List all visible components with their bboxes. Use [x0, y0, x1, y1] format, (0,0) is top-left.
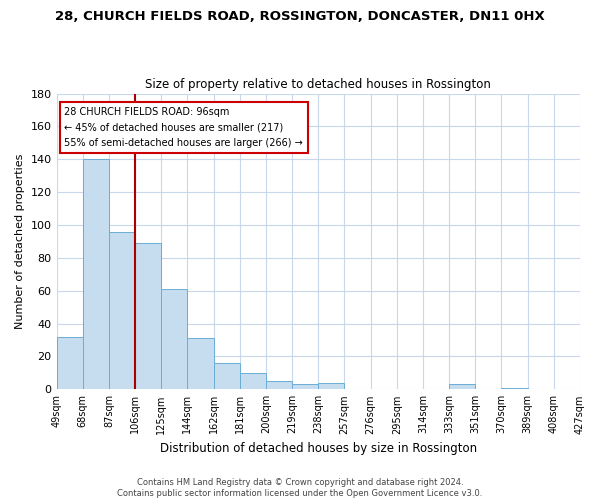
Text: 28 CHURCH FIELDS ROAD: 96sqm
← 45% of detached houses are smaller (217)
55% of s: 28 CHURCH FIELDS ROAD: 96sqm ← 45% of de… [64, 106, 303, 148]
X-axis label: Distribution of detached houses by size in Rossington: Distribution of detached houses by size … [160, 442, 477, 455]
Bar [56, 336, 83, 390]
Bar [292, 384, 318, 390]
Bar [449, 384, 475, 390]
Bar [187, 338, 214, 390]
Bar [109, 232, 135, 390]
Bar [240, 373, 266, 390]
Text: 28, CHURCH FIELDS ROAD, ROSSINGTON, DONCASTER, DN11 0HX: 28, CHURCH FIELDS ROAD, ROSSINGTON, DONC… [55, 10, 545, 23]
Bar [161, 289, 187, 390]
Y-axis label: Number of detached properties: Number of detached properties [15, 154, 25, 329]
Bar [318, 382, 344, 390]
Bar [214, 363, 240, 390]
Bar [135, 243, 161, 390]
Title: Size of property relative to detached houses in Rossington: Size of property relative to detached ho… [145, 78, 491, 91]
Bar [502, 388, 527, 390]
Text: Contains HM Land Registry data © Crown copyright and database right 2024.
Contai: Contains HM Land Registry data © Crown c… [118, 478, 482, 498]
Bar [83, 160, 109, 390]
Bar [266, 381, 292, 390]
